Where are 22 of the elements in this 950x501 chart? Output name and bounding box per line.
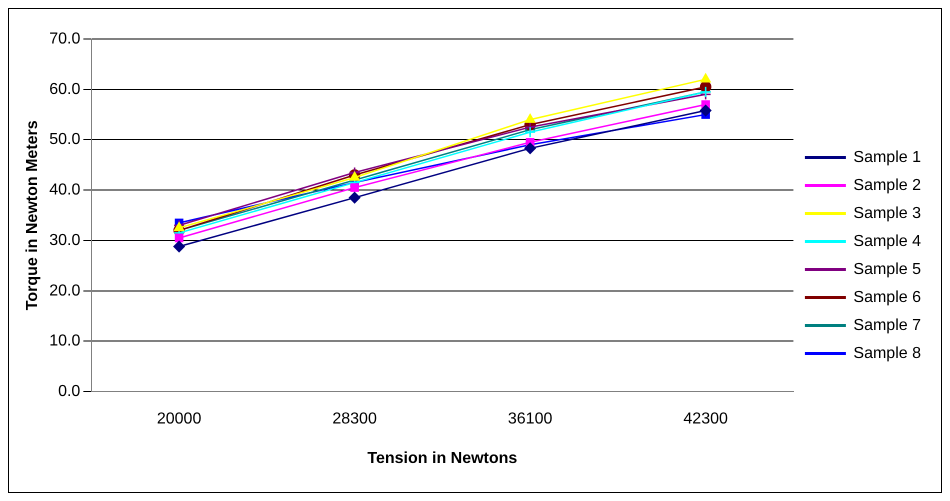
legend-label: Sample 1 [853, 148, 922, 166]
legend-label: Sample 6 [853, 288, 922, 306]
legend-label: Sample 3 [853, 204, 922, 222]
y-tick-label: 50.0 [49, 131, 80, 148]
y-axis-title: Torque in Newton Meters [24, 120, 42, 310]
y-tick-label: 60.0 [49, 80, 80, 98]
legend-label: Sample 8 [853, 344, 922, 362]
y-tick-label: 70.0 [49, 30, 80, 48]
legend-label: Sample 7 [853, 316, 922, 334]
legend-label: Sample 5 [853, 260, 922, 278]
x-tick-label: 42300 [683, 410, 728, 428]
x-tick-label: 28300 [332, 410, 377, 428]
y-tick-label: 0.0 [58, 383, 80, 400]
y-tick-label: 10.0 [49, 332, 80, 350]
x-tick-label: 36100 [508, 410, 552, 428]
y-tick-label: 40.0 [49, 182, 80, 199]
x-axis-title: Tension in Newtons [367, 450, 518, 467]
x-tick-label: 20000 [156, 410, 202, 428]
y-tick-label: 30.0 [49, 232, 80, 249]
legend-label: Sample 4 [853, 232, 922, 250]
legend-label: Sample 2 [853, 176, 922, 194]
y-tick-label: 20.0 [49, 282, 80, 300]
